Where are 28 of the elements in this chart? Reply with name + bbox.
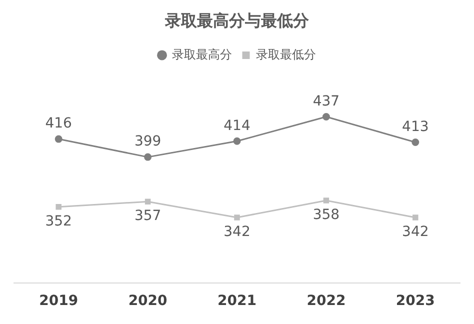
data-label: 357	[134, 208, 162, 224]
point	[412, 214, 418, 220]
x-tick-label: 2020	[128, 293, 168, 310]
x-tick-label: 2019	[39, 293, 78, 310]
x-tick-label: 2021	[218, 293, 256, 310]
data-label: 416	[45, 116, 72, 132]
data-label: 342	[224, 224, 250, 240]
chart-title: 录取最高分与最低分	[164, 10, 310, 30]
data-label: 342	[402, 224, 429, 240]
data-label: 358	[312, 207, 340, 224]
point	[234, 214, 240, 220]
legend-label: 录取最高分	[172, 47, 232, 62]
point	[144, 153, 152, 161]
data-label: 413	[402, 118, 429, 135]
point	[144, 198, 151, 204]
point	[54, 135, 62, 143]
data-label: 352	[45, 214, 72, 230]
point	[412, 138, 420, 146]
point	[322, 113, 330, 121]
point	[323, 198, 330, 204]
data-label: 399	[134, 134, 162, 150]
data-label: 437	[312, 93, 340, 110]
legend-label: 录取最低分	[256, 47, 316, 62]
x-tick-label: 2023	[396, 293, 435, 310]
point	[233, 137, 241, 145]
x-tick-label: 2022	[306, 293, 346, 310]
data-label: 414	[224, 118, 250, 134]
point	[56, 204, 62, 210]
